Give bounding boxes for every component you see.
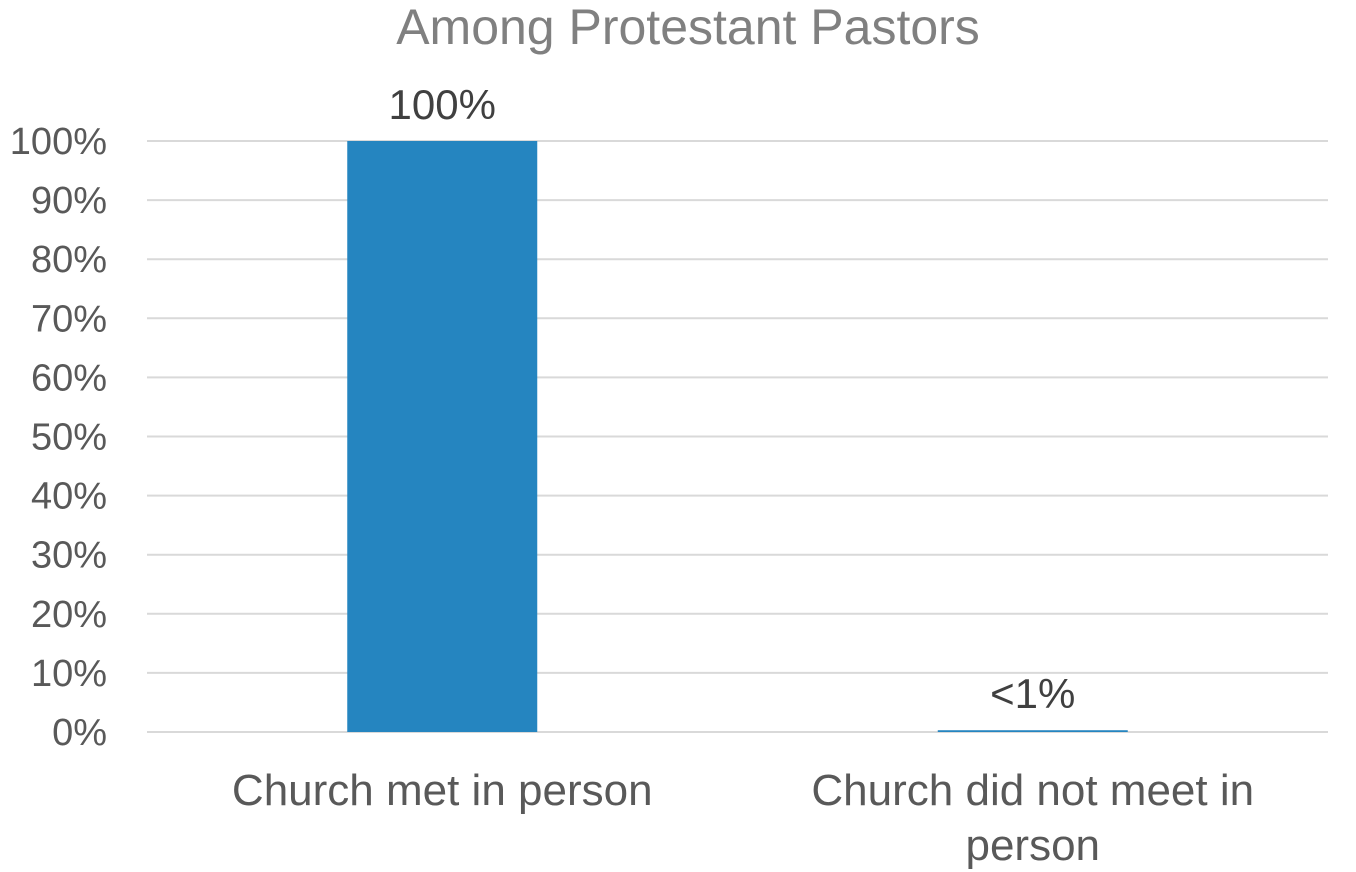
- y-tick-label: 20%: [31, 594, 107, 636]
- y-tick-label: 90%: [31, 180, 107, 222]
- bars: [347, 141, 1128, 732]
- y-tick-label: 100%: [10, 121, 107, 163]
- y-tick-label: 70%: [31, 298, 107, 340]
- y-tick-label: 80%: [31, 239, 107, 281]
- bar: [937, 730, 1128, 732]
- data-label: 100%: [389, 81, 496, 128]
- y-tick-label: 0%: [52, 712, 107, 754]
- y-tick-label: 30%: [31, 535, 107, 577]
- y-axis: 0% 10% 20% 30% 40% 50% 60% 70% 80% 90% 100%: [10, 121, 107, 754]
- x-category-label: Church did not meet in person: [811, 766, 1254, 870]
- data-labels: 100% <1%: [389, 81, 1076, 717]
- y-tick-label: 60%: [31, 357, 107, 399]
- chart-title: Among Protestant Pastors: [396, 0, 980, 55]
- gridlines: [147, 140, 1328, 733]
- y-tick-label: 40%: [31, 476, 107, 518]
- y-tick-label: 50%: [31, 417, 107, 459]
- data-label: <1%: [990, 670, 1075, 717]
- y-tick-label: 10%: [31, 653, 107, 695]
- x-axis: Church met in person Church did not meet …: [232, 766, 1254, 870]
- x-category-label: Church met in person: [232, 766, 653, 815]
- bar: [347, 141, 538, 732]
